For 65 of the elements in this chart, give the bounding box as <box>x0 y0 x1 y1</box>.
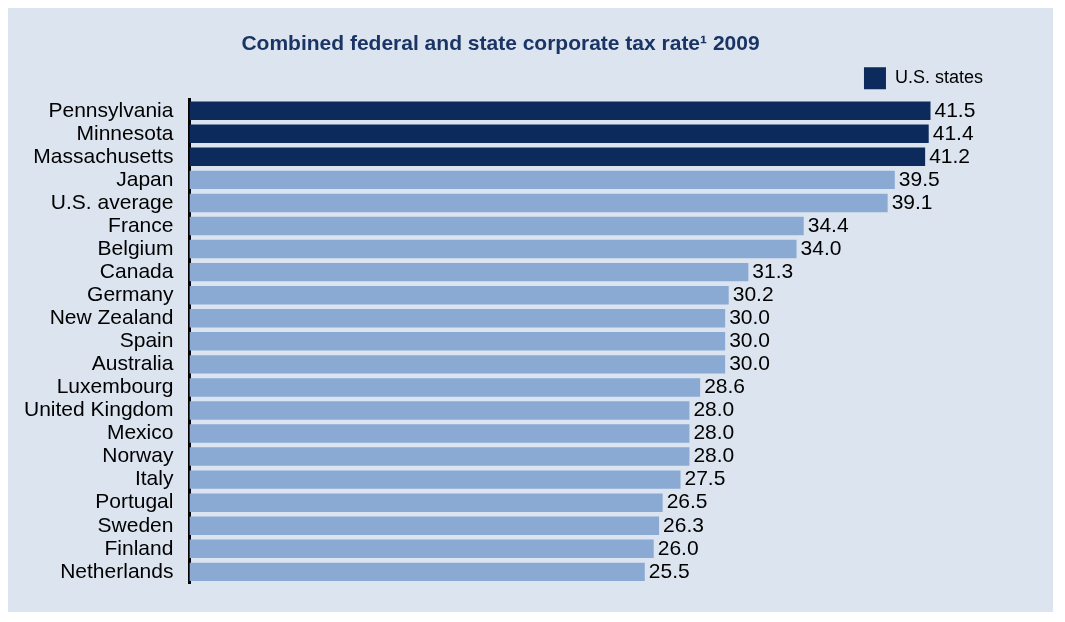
y-tick-label: United Kingdom <box>24 397 174 421</box>
y-tick-label: New Zealand <box>49 305 174 329</box>
data-label: 41.2 <box>929 143 971 167</box>
y-tick-label: U.S. average <box>50 189 174 213</box>
y-tick-label: Finland <box>104 535 174 559</box>
bar <box>189 447 690 466</box>
data-label: 34.4 <box>807 212 849 236</box>
data-label: 34.0 <box>800 235 842 259</box>
bar <box>189 193 888 213</box>
data-label: 30.2 <box>732 281 774 305</box>
y-tick-label: Netherlands <box>60 558 174 582</box>
bar <box>189 378 701 397</box>
bar <box>189 493 663 512</box>
bar <box>189 470 681 489</box>
bar <box>189 147 926 167</box>
bar <box>189 332 726 351</box>
bar <box>189 516 660 535</box>
data-label: 26.0 <box>657 535 699 559</box>
data-label: 39.1 <box>891 189 933 213</box>
bar <box>189 170 895 190</box>
y-tick-label: Spain <box>119 328 174 352</box>
bar <box>189 101 931 120</box>
data-label: 27.5 <box>684 466 726 490</box>
bar <box>189 216 804 236</box>
data-label: 41.4 <box>932 120 974 144</box>
y-tick-label: Norway <box>102 443 174 467</box>
data-label: 28.0 <box>693 443 735 467</box>
chart-title: Combined federal and state corporate tax rate¹ 2009 <box>241 31 760 55</box>
y-tick-label: Minnesota <box>76 120 174 144</box>
data-label: 26.5 <box>666 489 708 513</box>
data-label: 39.5 <box>898 166 940 190</box>
legend-label: U.S. states <box>894 67 983 88</box>
y-tick-label: Sweden <box>97 512 174 536</box>
data-label: 30.0 <box>729 305 771 329</box>
data-label: 28.6 <box>704 374 746 398</box>
bar <box>189 401 690 420</box>
data-label: 28.0 <box>693 397 735 421</box>
y-tick-label: Massachusetts <box>33 143 174 167</box>
data-label: 30.0 <box>729 351 771 375</box>
y-tick-label: Pennsylvania <box>48 97 174 121</box>
bar <box>189 424 690 443</box>
y-tick-label: Belgium <box>97 235 174 259</box>
y-tick-label: France <box>108 212 174 236</box>
bar <box>189 285 729 305</box>
bar <box>189 539 654 559</box>
y-tick-label: Italy <box>134 466 174 490</box>
data-label: 41.5 <box>934 97 976 121</box>
bar <box>189 309 726 328</box>
data-label: 28.0 <box>693 420 735 444</box>
y-tick-label: Australia <box>91 351 174 375</box>
y-tick-label: Mexico <box>106 420 174 444</box>
bar <box>189 562 645 582</box>
y-tick-label: Luxembourg <box>56 374 174 398</box>
y-tick-label: Japan <box>116 166 174 190</box>
data-label: 25.5 <box>648 558 690 582</box>
bar <box>189 355 726 374</box>
bar <box>189 124 929 144</box>
y-tick-label: Portugal <box>95 489 174 513</box>
data-label: 30.0 <box>729 328 771 352</box>
data-label: 26.3 <box>663 512 704 536</box>
y-tick-label: Germany <box>87 281 174 305</box>
data-label: 31.3 <box>752 258 794 282</box>
bar <box>189 239 797 259</box>
y-tick-label: Canada <box>99 258 174 282</box>
bar <box>189 262 749 282</box>
